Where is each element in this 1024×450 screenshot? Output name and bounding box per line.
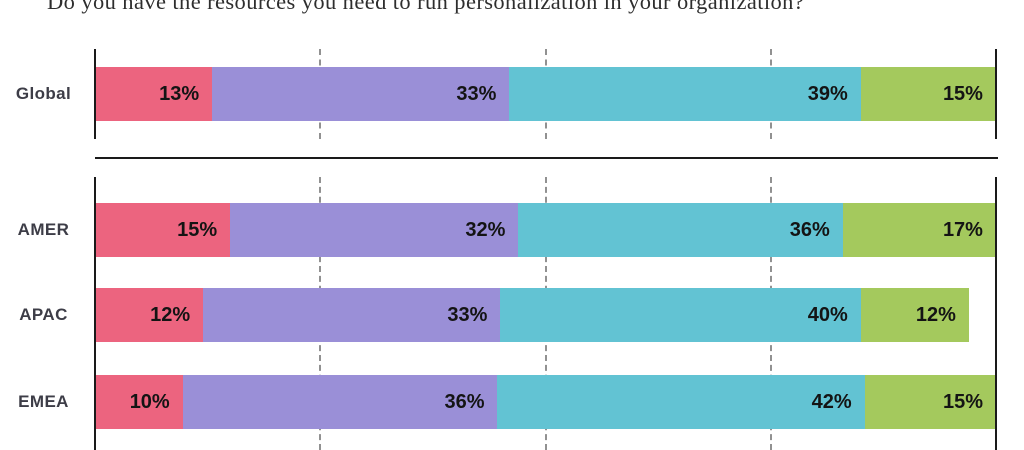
- right-axis-line: [995, 49, 997, 139]
- bar-segment-rose: 10%: [95, 375, 183, 429]
- row-label-amer: AMER: [17, 220, 70, 239]
- right-axis-line: [995, 177, 997, 450]
- row-label-emea: EMEA: [18, 392, 69, 411]
- bar-segment-teal: 40%: [500, 288, 861, 342]
- y-axis-line: [94, 49, 96, 139]
- row-label-global: Global: [15, 84, 72, 103]
- bar-segment-green: 15%: [864, 375, 996, 429]
- stacked-bar-amer: 15% 32% 36% 17%: [95, 203, 996, 257]
- bar-segment-purple: 33%: [203, 288, 501, 342]
- global-plot: Global 13% 33% 39% 15%: [16, 49, 997, 139]
- stacked-bar-global: 13% 33% 39% 15%: [95, 67, 996, 121]
- bar-row-emea: EMEA 10% 36% 42% 15%: [18, 375, 996, 429]
- bar-segment-green: 12%: [860, 288, 969, 342]
- bar-row-global: Global 13% 33% 39% 15%: [16, 67, 996, 121]
- bar-row-apac: APAC 12% 33% 40% 12%: [19, 288, 996, 342]
- bar-segment-purple: 33%: [212, 67, 510, 121]
- chart-title: Do you have the resources you need to ru…: [47, 0, 805, 14]
- bar-segment-teal: 36%: [518, 203, 843, 257]
- bar-segment-rose: 15%: [95, 203, 231, 257]
- regions-plot: AMER 15% 32% 36% 17% APAC 12% 33% 40% 12…: [18, 177, 997, 450]
- row-label-apac: APAC: [19, 305, 68, 324]
- bar-segment-teal: 42%: [497, 375, 865, 429]
- bar-segment-purple: 36%: [182, 375, 498, 429]
- y-axis-line: [94, 177, 96, 450]
- bar-segment-purple: 32%: [230, 203, 519, 257]
- chart-separator: [95, 157, 998, 159]
- stacked-bar-emea: 10% 36% 42% 15%: [95, 375, 996, 429]
- bar-segment-teal: 39%: [509, 67, 861, 121]
- bar-segment-rose: 12%: [95, 288, 204, 342]
- bar-segment-green: 15%: [860, 67, 996, 121]
- bar-segment-rose: 13%: [95, 67, 213, 121]
- bar-segment-green: 17%: [842, 203, 996, 257]
- bar-row-amer: AMER 15% 32% 36% 17%: [18, 203, 996, 257]
- stacked-bar-apac: 12% 33% 40% 12%: [95, 288, 996, 342]
